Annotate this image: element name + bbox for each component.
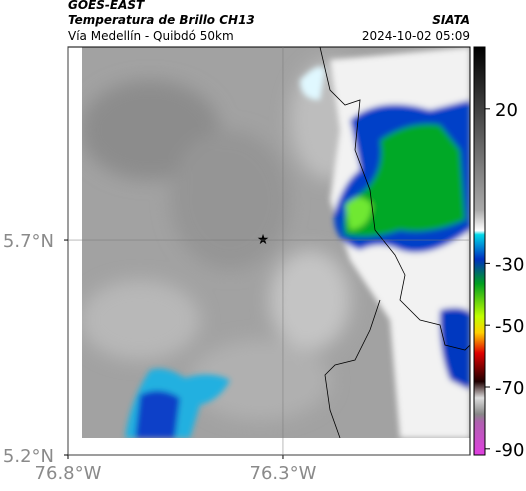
colorbar-label: 20 — [495, 100, 518, 121]
x-tick-label: 76.8°W — [35, 463, 102, 484]
imagery — [82, 47, 470, 438]
colorbar — [473, 46, 486, 456]
colorbar-label: -90 — [495, 440, 524, 461]
colorbar-label: -70 — [495, 378, 524, 399]
colorbar-label: -30 — [495, 254, 524, 275]
subtitle: Temperatura de Brillo CH13 — [68, 13, 255, 27]
y-tick-label: 5.7°N — [3, 231, 54, 252]
y-tick-label: 5.2°N — [3, 446, 54, 467]
title: GOES-EAST — [68, 0, 145, 12]
x-tick-label: 76.3°W — [250, 463, 317, 484]
location: Vía Medellín - Quibdó 50km — [68, 29, 234, 43]
source: SIATA — [432, 13, 470, 27]
colorbar-label: -50 — [495, 316, 524, 337]
timestamp: 2024-10-02 05:09 — [362, 29, 470, 43]
